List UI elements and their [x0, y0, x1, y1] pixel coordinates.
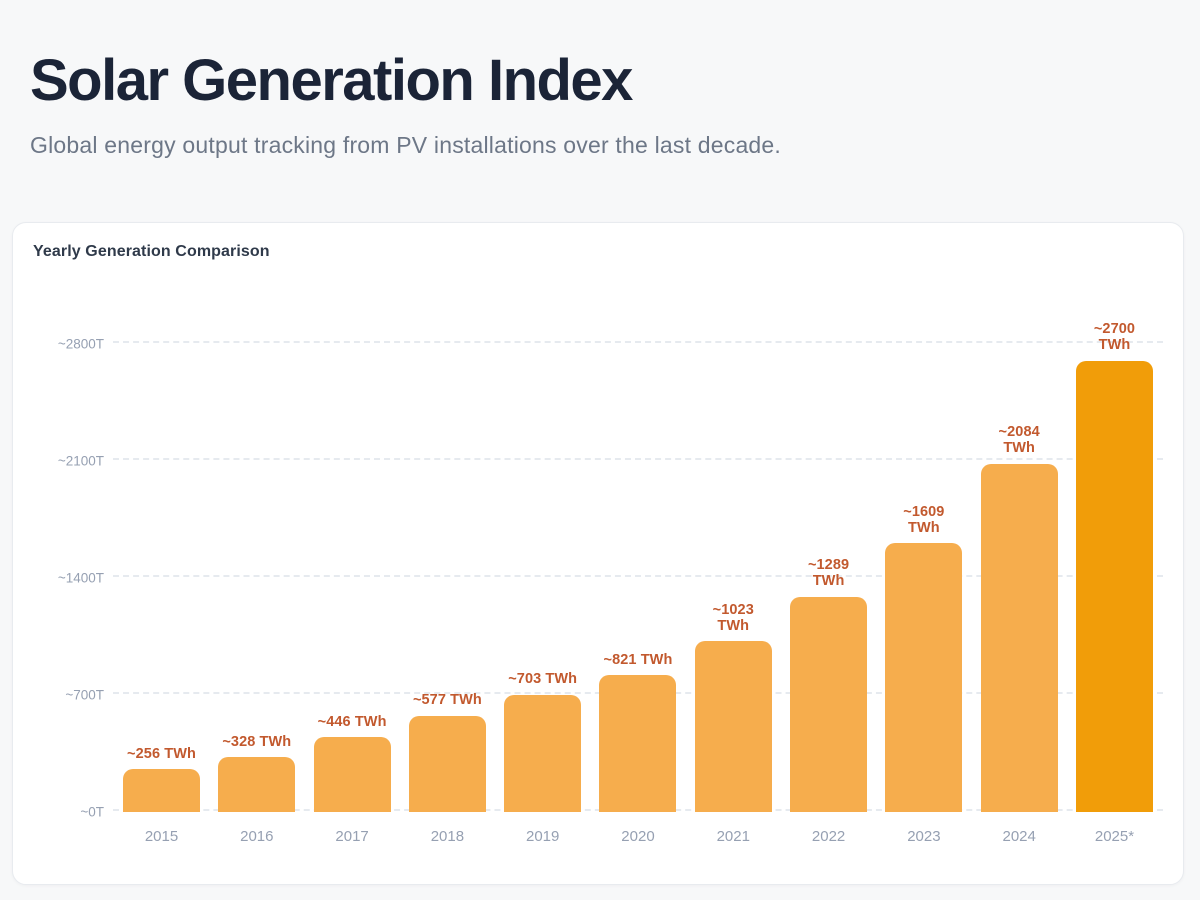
bar-2024: [980, 463, 1058, 812]
x-axis-tick-label: 2019: [526, 828, 560, 845]
bar-value-label: ~2084 TWh: [998, 424, 1040, 457]
chart-card-title: Yearly Generation Comparison: [33, 243, 270, 260]
page-title: Solar Generation Index: [30, 48, 633, 113]
page-subtitle: Global energy output tracking from PV in…: [30, 132, 782, 158]
x-axis-tick-label: 2020: [621, 828, 655, 845]
bar-column-2021: ~1023 TWh 2021: [694, 344, 772, 845]
bar-2017: [313, 737, 391, 812]
x-axis-tick-label: 2016: [240, 828, 274, 845]
gridline: [113, 575, 1163, 577]
x-axis-tick-label: 2022: [811, 828, 846, 845]
bar-2020: [599, 674, 677, 812]
bar-2025: [1075, 360, 1153, 812]
bar-2015: [123, 769, 200, 812]
x-axis-tick-label: 2023: [907, 828, 941, 845]
y-axis-tick-label: ~0T: [80, 804, 104, 820]
plot-area: ~256 TWh 2015 ~328 TWh 2016 ~446 TWh 2017 ~577…: [113, 321, 1163, 845]
page-header: Solar Generation Index Global energy out…: [0, 0, 1200, 159]
x-axis-tick-label: 2017: [335, 828, 369, 845]
bar-column-2015: ~256 TWh 2015: [123, 344, 200, 845]
bar-column-2023: ~1609 TWh 2023: [885, 344, 963, 845]
x-axis-tick-label: 2024: [1002, 828, 1036, 845]
y-axis-tick-label: ~700T: [65, 687, 104, 703]
bar-2018: [408, 715, 486, 812]
bar-value-label: ~1289 TWh: [807, 557, 850, 590]
bar-2022: [790, 596, 868, 812]
y-axis: ~0T ~700T ~1400T ~2100T ~2800T: [33, 337, 113, 820]
bar-value-label: ~577 TWh: [412, 692, 482, 709]
bar-column-2018: ~577 TWh 2018: [408, 344, 486, 845]
bar-value-label: ~446 TWh: [317, 714, 387, 731]
bar-value-label: ~703 TWh: [508, 671, 578, 688]
bar-value-label: ~2700 TWh: [1093, 321, 1136, 354]
x-axis-tick-label: 2025*: [1094, 828, 1135, 845]
y-axis-tick-label: ~2800T: [57, 336, 104, 352]
bar-value-label: ~256 TWh: [127, 745, 196, 762]
bar-column-2020: ~821 TWh 2020: [599, 344, 677, 845]
bar-value-label: ~328 TWh: [222, 733, 292, 750]
bar-2016: [218, 757, 296, 812]
bar-2019: [504, 694, 582, 812]
bar-value-label: ~821 TWh: [603, 651, 673, 668]
bars-row: ~256 TWh 2015 ~328 TWh 2016 ~446 TWh 2017 ~577…: [113, 321, 1163, 845]
x-axis-tick-label: 2021: [716, 828, 750, 845]
chart-card: Yearly Generation Comparison ~0T ~700T ~14…: [12, 222, 1184, 885]
bar-column-2024: ~2084 TWh 2024: [980, 344, 1058, 845]
bar-value-label: ~1609 TWh: [903, 503, 945, 536]
bar-chart: ~0T ~700T ~1400T ~2100T ~2800T ~256 TWh 2015 ~…: [33, 321, 1163, 845]
bar-2021: [694, 641, 772, 812]
bar-column-2025: ~2700 TWh 2025*: [1075, 321, 1153, 845]
bar-column-2016: ~328 TWh 2016: [218, 344, 296, 845]
x-axis-tick-label: 2018: [430, 828, 465, 845]
bar-column-2022: ~1289 TWh 2022: [790, 344, 868, 845]
y-axis-tick-label: ~2100T: [57, 453, 104, 469]
bar-column-2017: ~446 TWh 2017: [313, 344, 391, 845]
x-axis-tick-label: 2015: [144, 828, 179, 845]
gridline: [113, 458, 1163, 460]
gridline: [113, 341, 1163, 343]
y-axis-tick-label: ~1400T: [57, 570, 104, 586]
bar-column-2019: ~703 TWh 2019: [504, 344, 582, 845]
bar-2023: [885, 543, 963, 812]
bar-value-label: ~1023 TWh: [712, 601, 754, 634]
